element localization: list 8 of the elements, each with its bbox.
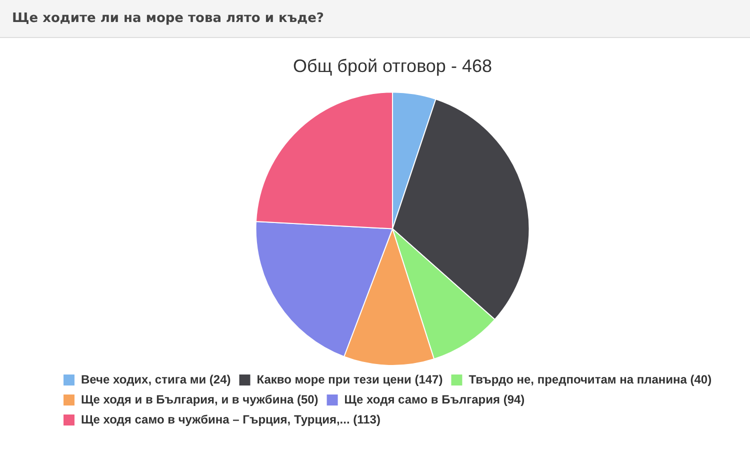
legend-label: Вече ходих, стига ми (24) xyxy=(81,372,231,386)
legend-label: Какво море при тези цени (147) xyxy=(256,372,443,386)
legend-label: Ще ходя само в чужбина – Гърция, Турция,... (113) xyxy=(81,412,380,426)
chart-title: Ще ходите ли на море това лято и къде? xyxy=(0,0,750,38)
chart-subtitle: Общ брой отговор - 468 xyxy=(293,56,492,76)
legend-label: Ще ходя и в България, и в чужбина (50) xyxy=(81,392,318,406)
legend-label: Ще ходя само в България (94) xyxy=(344,392,525,406)
legend-label: Твърдо не, предпочитам на планина (40) xyxy=(468,372,712,386)
